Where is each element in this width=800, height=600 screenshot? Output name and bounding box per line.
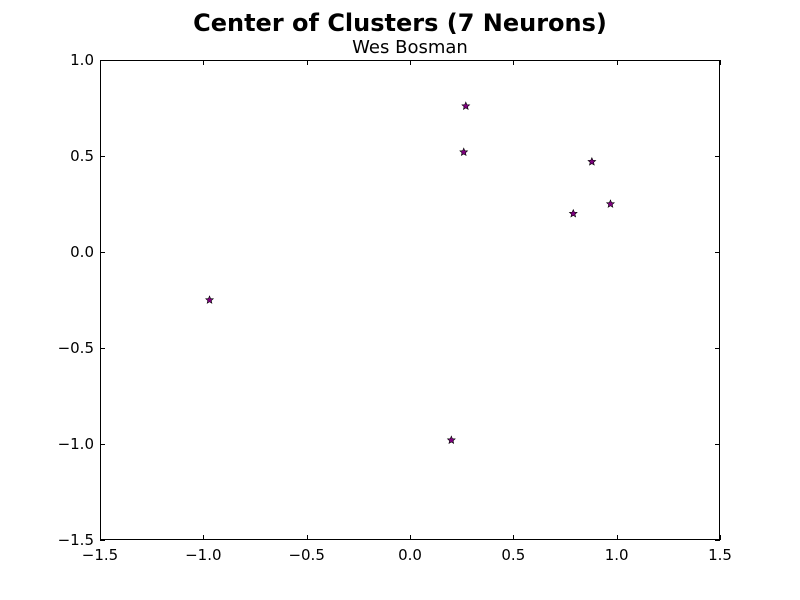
y-tick-label: −1.5 (58, 531, 94, 549)
y-tick-label: 1.0 (70, 51, 94, 69)
y-tick-label: −1.0 (58, 435, 94, 453)
x-tick-label: 1.5 (708, 546, 732, 564)
x-tick-label: −1.0 (185, 546, 221, 564)
y-tick-label: 0.5 (70, 147, 94, 165)
chart-title: Center of Clusters (7 Neurons) (193, 9, 607, 37)
data-point-star (568, 208, 578, 218)
y-tick-label: 0.0 (70, 243, 94, 261)
data-points (204, 101, 616, 445)
x-tick-label: 0.0 (398, 546, 422, 564)
x-tick-label: −1.5 (82, 546, 118, 564)
data-point-star (204, 295, 215, 304)
data-point-star (461, 101, 471, 110)
data-point-star (605, 199, 616, 208)
axis-ticks: −1.5 −1.0 −0.5 0.0 0.5 1.0 1.5 −1.5 −1.0 −0.5 0.0 0… (58, 51, 732, 564)
plot-area-frame (100, 60, 720, 540)
x-tick-label: −0.5 (288, 546, 324, 564)
x-tick-label: 0.5 (501, 546, 525, 564)
y-tick-label: −0.5 (58, 339, 94, 357)
data-point-star (446, 435, 456, 445)
x-tick-label: 1.0 (605, 546, 629, 564)
data-point-star (587, 156, 597, 166)
chart-subtitle: Wes Bosman (352, 37, 468, 58)
data-point-star (459, 147, 469, 157)
